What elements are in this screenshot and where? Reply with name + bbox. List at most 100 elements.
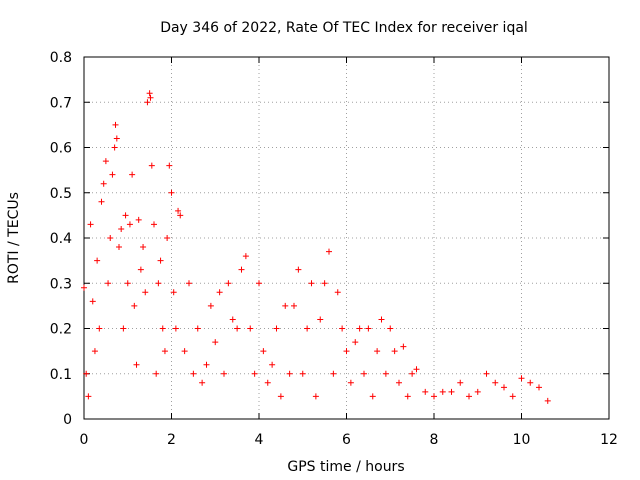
data-point (387, 325, 394, 332)
data-point (124, 280, 131, 287)
data-point (229, 316, 236, 323)
data-point (365, 325, 372, 332)
data-point (374, 348, 381, 355)
data-point (170, 289, 177, 296)
data-point (260, 348, 267, 355)
y-tick-label: 0.8 (50, 50, 72, 66)
data-point (83, 370, 90, 377)
data-point (203, 361, 210, 368)
data-point (238, 266, 245, 273)
x-tick-label: 2 (167, 432, 176, 448)
axis-ticks (83, 56, 610, 420)
data-point (509, 393, 516, 400)
data-point (291, 302, 297, 309)
data-point (312, 393, 319, 400)
data-point (321, 280, 328, 287)
chart-title: Day 346 of 2022, Rate Of TEC Index for r… (160, 20, 528, 36)
data-point (256, 280, 262, 287)
data-point (168, 189, 175, 196)
data-point (396, 379, 402, 386)
data-point (153, 370, 160, 377)
x-tick-label: 10 (513, 432, 531, 448)
data-point (122, 212, 129, 219)
data-point (273, 325, 280, 332)
data-point (100, 180, 107, 187)
data-point (356, 325, 363, 332)
data-point (492, 379, 499, 386)
data-point (225, 280, 232, 287)
data-point (474, 388, 481, 395)
x-tick-label: 0 (80, 432, 89, 448)
data-point (111, 144, 118, 151)
data-point (177, 212, 184, 219)
data-point (142, 289, 149, 296)
data-point (146, 90, 153, 97)
data-point (216, 289, 223, 296)
data-point (277, 393, 284, 400)
data-point (282, 302, 289, 309)
data-point (159, 325, 166, 332)
data-point (518, 375, 525, 382)
data-point (96, 325, 103, 332)
y-axis-label: ROTI / TECUs (6, 192, 22, 284)
data-point (536, 384, 542, 391)
x-tick-label: 6 (342, 432, 351, 448)
data-point (113, 135, 120, 142)
data-point (105, 280, 112, 287)
data-point (361, 370, 367, 377)
data-point (378, 316, 385, 323)
data-point (190, 370, 197, 377)
data-point (457, 379, 464, 386)
data-point (483, 370, 490, 377)
data-point (116, 244, 122, 251)
data-point (404, 393, 411, 400)
y-tick-label: 0.5 (50, 186, 72, 202)
data-point (286, 370, 293, 377)
x-tick-label: 4 (255, 432, 264, 448)
data-point (151, 221, 157, 228)
y-tick-label: 0.6 (50, 141, 72, 157)
data-point (140, 244, 147, 251)
data-point (107, 235, 114, 241)
data-point (221, 370, 227, 377)
grid-lines (84, 57, 609, 419)
data-point (391, 348, 398, 355)
data-point (330, 370, 337, 377)
data-point (501, 384, 507, 391)
data-point (466, 393, 472, 400)
data-point (269, 361, 276, 368)
data-point (439, 388, 446, 395)
data-point (98, 198, 105, 205)
data-point (343, 348, 350, 355)
data-point (120, 325, 127, 332)
data-point (352, 339, 359, 346)
data-point (89, 298, 96, 305)
data-points (81, 90, 551, 404)
data-point (369, 393, 376, 400)
data-point (212, 339, 219, 346)
x-tick-label: 12 (600, 432, 618, 448)
data-point (400, 343, 407, 350)
data-point (129, 171, 136, 178)
y-tick-labels: 0 0.1 0.2 0.3 0.4 0.5 0.6 0.7 0.8 (50, 50, 72, 428)
data-point (251, 370, 258, 377)
data-point (247, 325, 254, 332)
data-point (166, 162, 173, 169)
data-point (242, 253, 249, 260)
data-point (155, 280, 162, 287)
data-point (112, 121, 119, 128)
data-point (172, 325, 179, 332)
y-tick-label: 0.1 (50, 367, 72, 383)
x-tick-labels: 0 2 4 6 8 10 12 (80, 432, 618, 448)
data-point (264, 379, 271, 386)
data-point (194, 325, 201, 332)
data-point (126, 221, 133, 228)
data-point (295, 266, 302, 273)
data-point (135, 216, 142, 223)
y-tick-label: 0.2 (50, 322, 72, 338)
data-point (339, 325, 346, 332)
data-point (85, 393, 92, 400)
y-tick-label: 0.4 (50, 231, 72, 247)
data-point (299, 370, 306, 377)
